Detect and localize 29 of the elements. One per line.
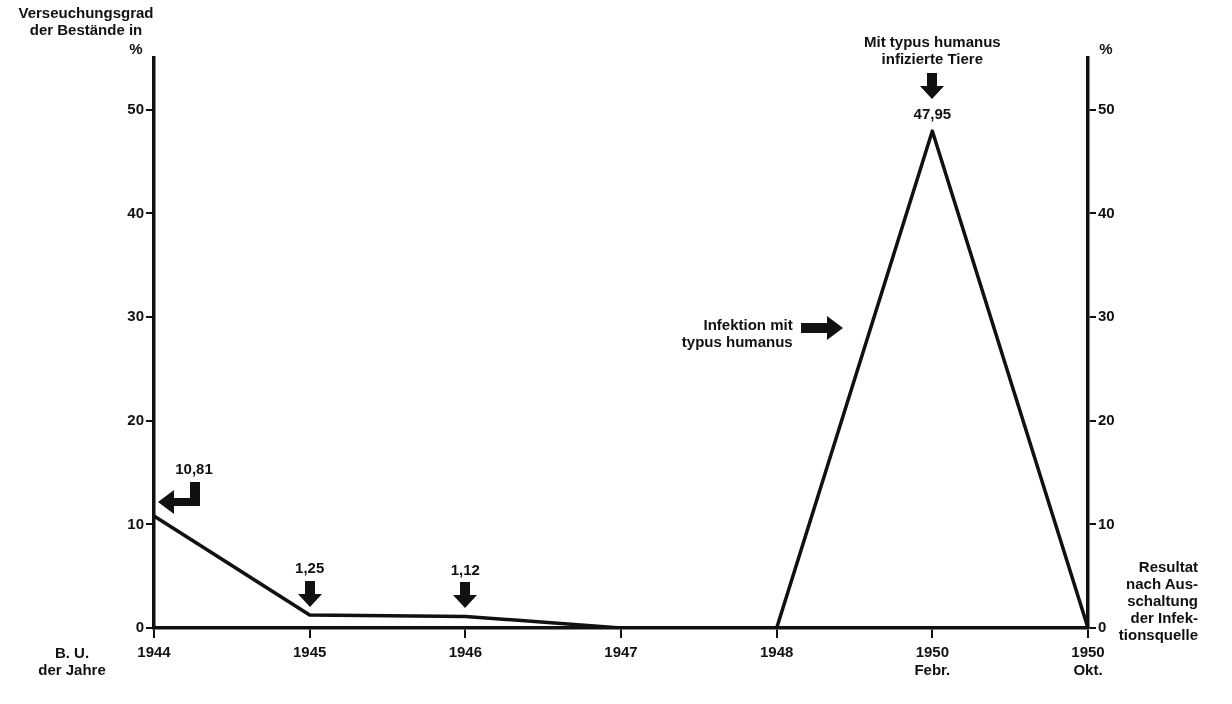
- y2-tick-label: 0: [1098, 618, 1107, 636]
- x-tick-label: 1946: [448, 643, 483, 661]
- data-label: 10,81: [175, 460, 213, 478]
- data-label: 1,12: [450, 560, 480, 578]
- y-tick-label: 30: [127, 307, 144, 325]
- x-tick-label: 1950 Okt.: [1071, 643, 1105, 679]
- x-tick-label: 1948: [759, 643, 794, 661]
- x-tick-label: 1950 Febr.: [914, 643, 951, 679]
- y2-tick-label: 30: [1098, 307, 1115, 325]
- y-tick-label: 40: [127, 203, 144, 221]
- y2-tick-label: 10: [1098, 514, 1115, 532]
- x-tick-label: 1945: [292, 643, 327, 661]
- y2-tick-label: 50: [1098, 99, 1115, 117]
- y-tick-label: 10: [127, 514, 144, 532]
- x-axis-title: B. U. der Jahre: [38, 644, 106, 679]
- y2-axis-title: %: [1099, 40, 1113, 58]
- data-label: 47,95: [913, 105, 952, 123]
- x-tick-label: 1947: [604, 643, 638, 661]
- y2-tick-label: 20: [1098, 410, 1115, 428]
- annotation: Infektion mit typus humanus: [681, 316, 793, 351]
- data-label: 1,25: [295, 559, 325, 577]
- annotation: Mit typus humanus infizierte Tiere: [864, 33, 1001, 68]
- y2-tick-label: 40: [1098, 203, 1115, 221]
- x-tick-label: 1944: [137, 643, 172, 661]
- annotation: Resultat nach Aus- schaltung der Infek- tionsquelle: [1118, 558, 1198, 644]
- y-tick-label: 50: [127, 99, 144, 117]
- y-tick-label: 20: [127, 410, 144, 428]
- y-axis-title: Verseuchungsgrad der Bestände in %: [18, 4, 154, 58]
- y-tick-label: 0: [135, 618, 144, 636]
